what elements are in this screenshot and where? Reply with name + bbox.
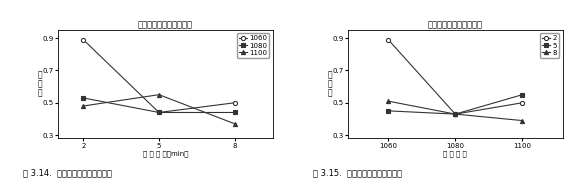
5 — [519, 94, 526, 96]
1060 — [231, 102, 238, 104]
Line: 2: 2 — [386, 38, 524, 116]
Legend: 1060, 1080, 1100: 1060, 1080, 1100 — [237, 33, 269, 58]
Line: 1060: 1060 — [81, 38, 237, 115]
5 — [452, 113, 459, 115]
X-axis label: 退 火 溫 度: 退 火 溫 度 — [444, 150, 467, 157]
Y-axis label: 屈
強
比: 屈 強 比 — [328, 71, 332, 98]
Text: 圖 3.15.  退火溫度對屈強比的影響: 圖 3.15. 退火溫度對屈強比的影響 — [313, 169, 402, 178]
1060 — [80, 39, 87, 41]
X-axis label: 退 火 時 間（min）: 退 火 時 間（min） — [143, 150, 188, 157]
Text: 圖 3.14.  退火時間對屈強比的影響: 圖 3.14. 退火時間對屈強比的影響 — [23, 169, 112, 178]
Title: 退火溫度對屈強比的影響: 退火溫度對屈強比的影響 — [428, 20, 483, 29]
8 — [519, 119, 526, 122]
Line: 8: 8 — [386, 99, 524, 123]
Line: 1080: 1080 — [81, 96, 237, 115]
Legend: 2, 5, 8: 2, 5, 8 — [540, 33, 559, 58]
Title: 退火時間對屈強比的影響: 退火時間對屈強比的影響 — [138, 20, 193, 29]
Y-axis label: 屈
強
比: 屈 強 比 — [38, 71, 42, 98]
5 — [385, 110, 392, 112]
Line: 5: 5 — [386, 93, 524, 116]
1060 — [155, 111, 162, 114]
1080 — [155, 111, 162, 114]
1100 — [231, 123, 238, 125]
1100 — [155, 94, 162, 96]
1080 — [231, 111, 238, 114]
Line: 1100: 1100 — [81, 93, 237, 126]
2 — [452, 113, 459, 115]
2 — [385, 39, 392, 41]
2 — [519, 102, 526, 104]
1080 — [80, 97, 87, 99]
8 — [385, 100, 392, 102]
8 — [452, 113, 459, 115]
1100 — [80, 105, 87, 107]
